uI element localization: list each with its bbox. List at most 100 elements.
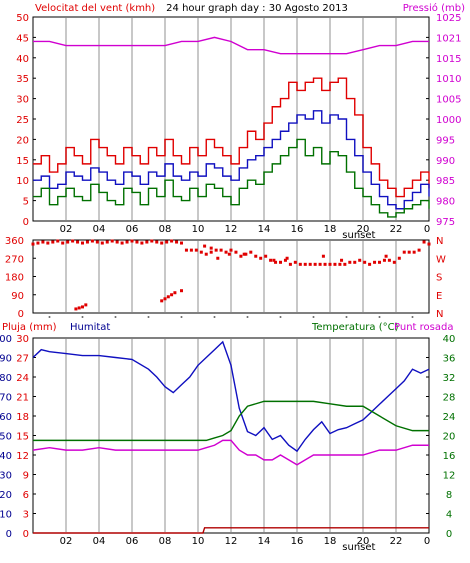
direction-point xyxy=(170,293,174,297)
x-minor-dot xyxy=(411,316,414,318)
x-tick-label: 22 xyxy=(390,224,403,235)
x-tick-label: 08 xyxy=(159,224,172,235)
x-tick-label: 10 xyxy=(192,536,205,547)
direction-point xyxy=(224,250,228,254)
direction-point xyxy=(166,295,170,299)
direction-point xyxy=(199,250,203,254)
direction-point xyxy=(184,248,188,252)
x-minor-dot xyxy=(246,316,249,318)
direction-degree-tick: 270 xyxy=(5,254,24,265)
direction-point xyxy=(150,239,154,243)
x-tick-label: 06 xyxy=(126,224,139,235)
pressure-tick: 975 xyxy=(436,217,455,228)
series-magenta-line xyxy=(32,439,429,466)
sunset-label: sunset xyxy=(342,230,375,241)
wind-speed-tick: 25 xyxy=(16,115,29,126)
x-tick-label: 22 xyxy=(390,536,403,547)
direction-point xyxy=(313,262,317,266)
direction-point xyxy=(242,252,246,256)
rain-tick: 18 xyxy=(16,412,29,423)
series-blue-line xyxy=(32,340,430,453)
direction-point xyxy=(397,256,401,260)
x-tick-label: 18 xyxy=(324,536,337,547)
wind-pressure-plot xyxy=(33,36,430,218)
x-tick-label: 12 xyxy=(225,224,238,235)
direction-degree-tick: 90 xyxy=(11,291,24,302)
direction-degree-tick: 180 xyxy=(5,273,24,284)
direction-point xyxy=(387,258,391,262)
direction-point xyxy=(216,256,220,260)
series-blue-line xyxy=(33,110,430,210)
humidity-tick: 0 xyxy=(6,529,12,540)
direction-point xyxy=(160,241,164,245)
humidity-tick: 70 xyxy=(0,393,12,404)
x-minor-dot xyxy=(48,316,51,318)
pressure-tick: 995 xyxy=(436,135,455,146)
direction-point xyxy=(81,241,84,245)
direction-point xyxy=(81,305,84,309)
rain-tick: 15 xyxy=(16,432,29,443)
sunset-label: sunset xyxy=(342,542,375,553)
direction-point xyxy=(234,250,238,254)
x-minor-dot xyxy=(378,316,381,318)
direction-point xyxy=(95,240,99,244)
direction-point xyxy=(308,262,312,266)
rain-tick: 27 xyxy=(16,354,29,365)
direction-point xyxy=(244,252,248,256)
direction-point xyxy=(175,240,179,244)
x-tick-label: 16 xyxy=(291,224,304,235)
direction-point xyxy=(279,260,282,264)
direction-point xyxy=(402,250,406,254)
direction-point xyxy=(285,256,289,260)
x-tick-label: 08 xyxy=(159,536,172,547)
direction-degree-tick: 0 xyxy=(18,309,24,320)
direction-point xyxy=(353,260,357,264)
direction-point xyxy=(66,240,70,244)
direction-point xyxy=(115,240,119,244)
wind-speed-tick: 40 xyxy=(16,54,29,65)
direction-point xyxy=(274,260,278,264)
x-minor-dot xyxy=(114,316,117,318)
direction-point xyxy=(219,248,223,252)
direction-point xyxy=(140,241,144,245)
direction-point xyxy=(31,242,35,246)
direction-compass-tick: N xyxy=(436,236,443,247)
direction-point xyxy=(358,258,362,262)
series-green-line xyxy=(33,138,430,218)
rain-tick: 9 xyxy=(23,471,29,482)
x-tick-label: 12 xyxy=(225,536,238,547)
direction-point xyxy=(71,239,75,243)
direction-point xyxy=(214,248,218,252)
temperature-tick: 20 xyxy=(443,432,456,443)
temperature-tick: 40 xyxy=(443,334,456,345)
direction-point xyxy=(333,262,337,266)
temperature-tick: 12 xyxy=(443,471,456,482)
direction-point xyxy=(105,240,109,244)
wind-speed-tick: 15 xyxy=(16,156,29,167)
x-tick-label: 04 xyxy=(93,224,106,235)
x-tick-label: 20 xyxy=(357,536,370,547)
direction-point xyxy=(318,262,322,266)
direction-point xyxy=(288,262,292,266)
direction-point xyxy=(100,241,104,245)
humidity-tick: 40 xyxy=(0,451,12,462)
direction-point xyxy=(36,241,40,245)
direction-point xyxy=(145,240,149,244)
direction-compass-tick: S xyxy=(436,273,442,284)
direction-point xyxy=(417,248,421,252)
direction-point xyxy=(323,262,327,266)
wind-speed-tick: 35 xyxy=(16,74,29,85)
direction-point xyxy=(189,248,193,252)
x-minor-dot xyxy=(81,316,84,318)
direction-point xyxy=(328,262,332,266)
direction-point xyxy=(293,260,297,264)
direction-point xyxy=(125,240,129,244)
direction-point xyxy=(368,262,372,266)
x-tick-label: 02 xyxy=(60,536,73,547)
temperature-tick: 16 xyxy=(443,451,456,462)
direction-point xyxy=(298,262,302,266)
direction-point xyxy=(194,248,198,252)
direction-point xyxy=(56,239,60,243)
direction-point xyxy=(422,240,426,244)
